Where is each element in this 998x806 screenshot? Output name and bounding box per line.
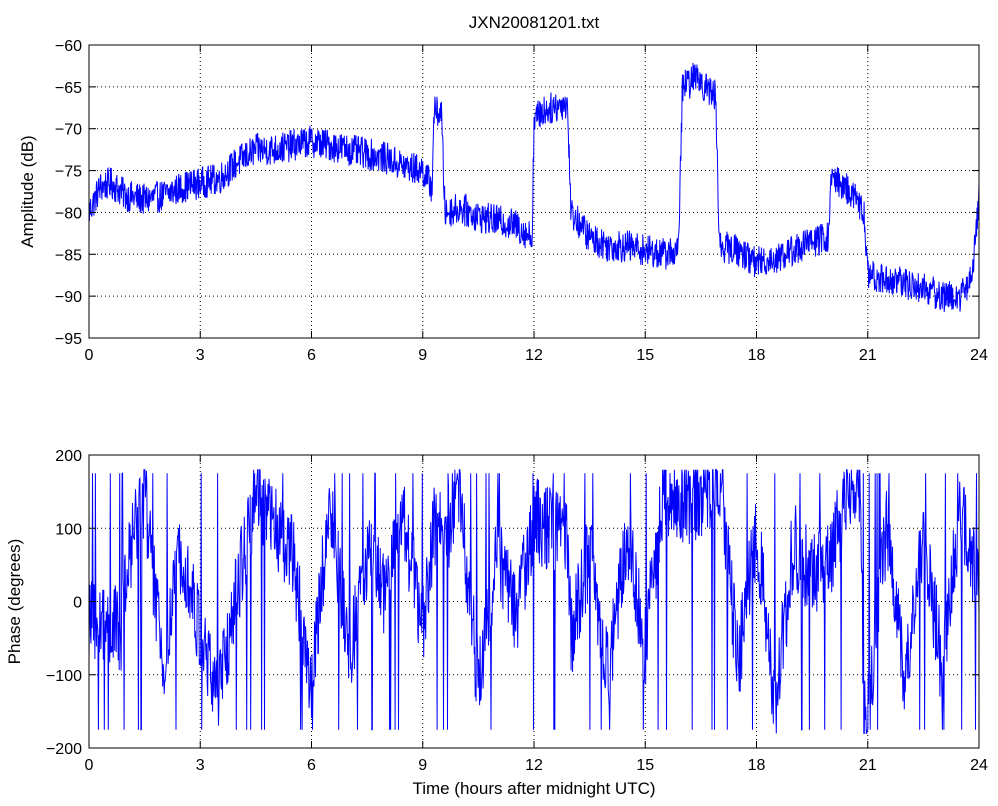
x-tick-label: 18 <box>748 757 766 774</box>
y-tick-label: 0 <box>73 595 82 612</box>
y-tick-label: −90 <box>55 289 82 306</box>
y-axis-label: Phase (degrees) <box>5 539 24 665</box>
amplitude-chart: 0 3 6 9 12 15 18 21 24 −95 −90 −85 −80 −75 −70 −65 −60 JX… <box>18 13 988 364</box>
phase-chart: 0 3 6 9 12 15 18 21 24 −200 −100 0 100 200 Phase (degr… <box>5 448 988 798</box>
y-tick-label: −65 <box>55 80 82 97</box>
y-axis-label: Amplitude (dB) <box>18 135 37 247</box>
x-tick-label: 24 <box>970 757 988 774</box>
x-tick-label: 6 <box>307 347 316 364</box>
x-tick-label: 21 <box>859 757 877 774</box>
x-tick-label: 3 <box>196 347 205 364</box>
x-tick-label: 0 <box>85 347 94 364</box>
x-tick-label: 9 <box>418 757 427 774</box>
x-tick-label: 9 <box>418 347 427 364</box>
y-tick-label: −100 <box>46 668 82 685</box>
y-tick-label: −70 <box>55 122 82 139</box>
y-tick-label: −95 <box>55 331 82 348</box>
y-tick-label: −85 <box>55 247 82 264</box>
x-tick-label: 6 <box>307 757 316 774</box>
x-tick-label: 12 <box>525 757 543 774</box>
x-tick-label: 15 <box>636 347 654 364</box>
x-tick-label: 0 <box>85 757 94 774</box>
y-tick-label: −60 <box>55 38 82 55</box>
x-tick-label: 15 <box>636 757 654 774</box>
y-tick-label: −200 <box>46 741 82 758</box>
x-tick-label: 3 <box>196 757 205 774</box>
x-tick-label: 12 <box>525 347 543 364</box>
x-tick-label: 18 <box>748 347 766 364</box>
x-axis-label: Time (hours after midnight UTC) <box>412 779 655 798</box>
y-tick-label: −80 <box>55 205 82 222</box>
x-tick-label: 24 <box>970 347 988 364</box>
x-tick-label: 21 <box>859 347 877 364</box>
series-line <box>88 62 980 312</box>
y-tick-label: 100 <box>55 521 82 538</box>
y-tick-label: −75 <box>55 164 82 181</box>
y-tick-label: 200 <box>55 448 82 465</box>
series-line <box>88 469 980 734</box>
chart-title: JXN20081201.txt <box>469 13 600 32</box>
